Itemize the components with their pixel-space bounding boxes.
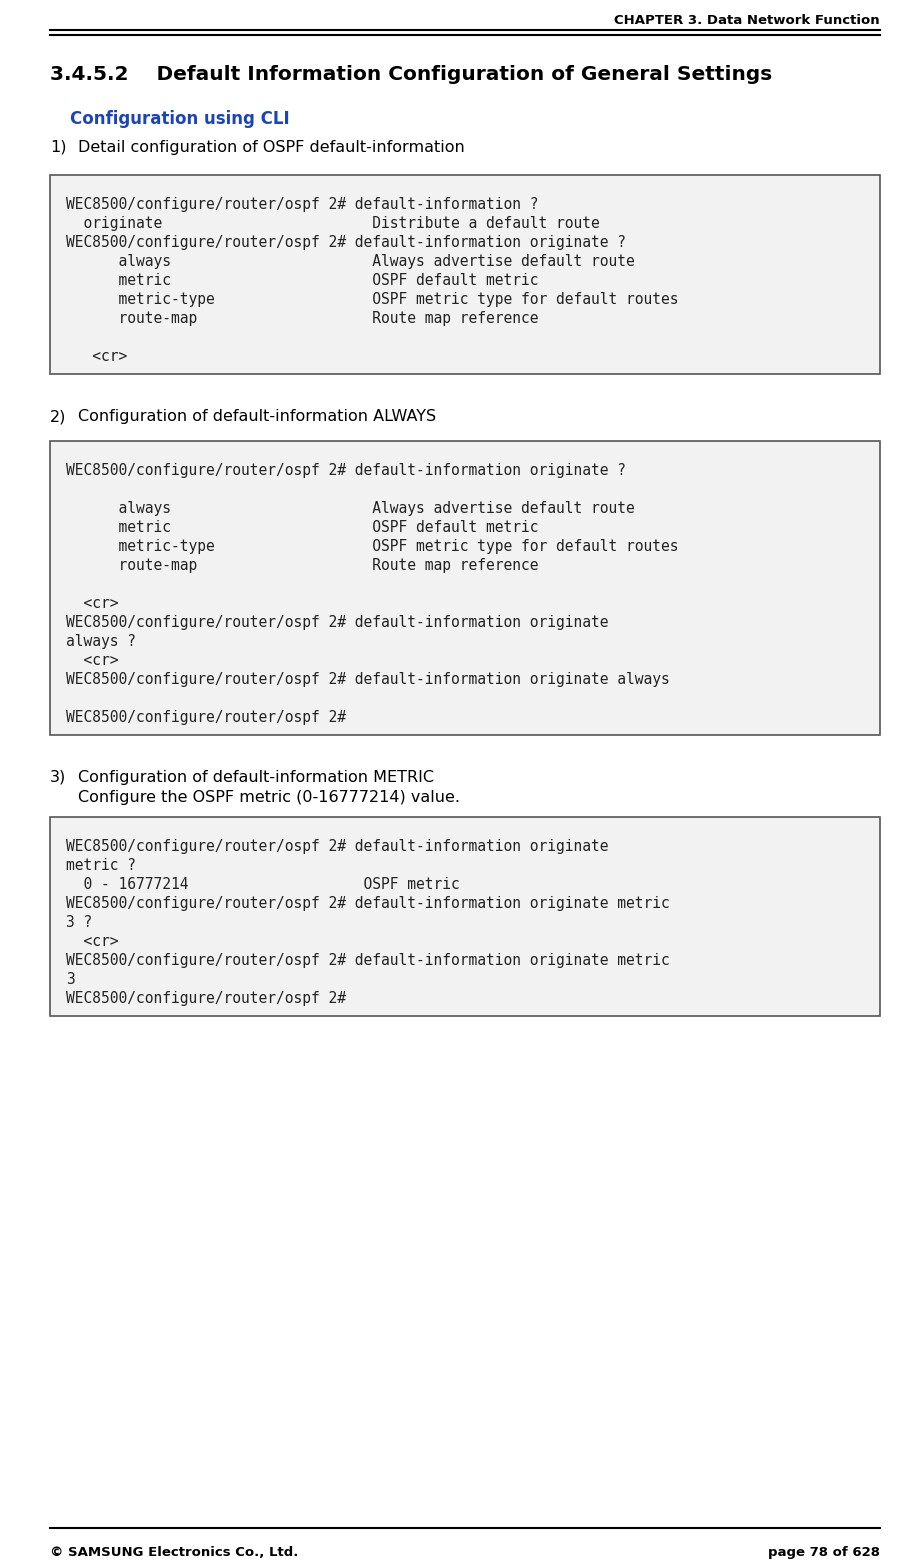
Text: 3): 3) [50, 770, 66, 786]
Text: <cr>: <cr> [66, 596, 119, 610]
Text: route-map                    Route map reference: route-map Route map reference [66, 557, 539, 573]
Text: metric ?: metric ? [66, 858, 136, 873]
Text: WEC8500/configure/router/ospf 2# default-information ?: WEC8500/configure/router/ospf 2# default… [66, 197, 539, 211]
Text: metric                       OSPF default metric: metric OSPF default metric [66, 272, 539, 288]
Text: Configure the OSPF metric (0-16777214) value.: Configure the OSPF metric (0-16777214) v… [78, 790, 460, 804]
Text: <cr>: <cr> [66, 349, 127, 365]
Text: Detail configuration of OSPF default-information: Detail configuration of OSPF default-inf… [78, 139, 465, 155]
FancyBboxPatch shape [50, 441, 880, 736]
Text: <cr>: <cr> [66, 934, 119, 948]
Text: <cr>: <cr> [66, 653, 119, 668]
Text: WEC8500/configure/router/ospf 2#: WEC8500/configure/router/ospf 2# [66, 711, 346, 725]
Text: always                       Always advertise default route: always Always advertise default route [66, 254, 635, 269]
Text: © SAMSUNG Electronics Co., Ltd.: © SAMSUNG Electronics Co., Ltd. [50, 1546, 298, 1559]
Text: 1): 1) [50, 139, 66, 155]
Text: always                       Always advertise default route: always Always advertise default route [66, 501, 635, 516]
Text: 3 ?: 3 ? [66, 916, 92, 930]
Text: metric-type                  OSPF metric type for default routes: metric-type OSPF metric type for default… [66, 538, 679, 554]
Text: route-map                    Route map reference: route-map Route map reference [66, 311, 539, 326]
FancyBboxPatch shape [50, 817, 880, 1016]
Text: Configuration of default-information ALWAYS: Configuration of default-information ALW… [78, 408, 437, 424]
Text: WEC8500/configure/router/ospf 2# default-information originate metric: WEC8500/configure/router/ospf 2# default… [66, 953, 670, 967]
Text: WEC8500/configure/router/ospf 2# default-information originate: WEC8500/configure/router/ospf 2# default… [66, 839, 609, 854]
Text: WEC8500/configure/router/ospf 2#: WEC8500/configure/router/ospf 2# [66, 991, 346, 1006]
Text: 3: 3 [66, 972, 75, 988]
Text: WEC8500/configure/router/ospf 2# default-information originate ?: WEC8500/configure/router/ospf 2# default… [66, 463, 626, 477]
Text: metric                       OSPF default metric: metric OSPF default metric [66, 520, 539, 535]
Text: 0 - 16777214                    OSPF metric: 0 - 16777214 OSPF metric [66, 876, 460, 892]
Text: Configuration of default-information METRIC: Configuration of default-information MET… [78, 770, 434, 786]
Text: CHAPTER 3. Data Network Function: CHAPTER 3. Data Network Function [614, 14, 880, 27]
Text: WEC8500/configure/router/ospf 2# default-information originate ?: WEC8500/configure/router/ospf 2# default… [66, 235, 626, 250]
Text: 2): 2) [50, 408, 66, 424]
Text: always ?: always ? [66, 634, 136, 649]
Text: 3.4.5.2    Default Information Configuration of General Settings: 3.4.5.2 Default Information Configuratio… [50, 66, 772, 85]
Text: originate                        Distribute a default route: originate Distribute a default route [66, 216, 600, 232]
Text: metric-type                  OSPF metric type for default routes: metric-type OSPF metric type for default… [66, 293, 679, 307]
Text: Configuration using CLI: Configuration using CLI [70, 110, 289, 128]
Text: page 78 of 628: page 78 of 628 [768, 1546, 880, 1559]
Text: WEC8500/configure/router/ospf 2# default-information originate always: WEC8500/configure/router/ospf 2# default… [66, 671, 670, 687]
Text: WEC8500/configure/router/ospf 2# default-information originate: WEC8500/configure/router/ospf 2# default… [66, 615, 609, 629]
FancyBboxPatch shape [50, 175, 880, 374]
Text: WEC8500/configure/router/ospf 2# default-information originate metric: WEC8500/configure/router/ospf 2# default… [66, 895, 670, 911]
